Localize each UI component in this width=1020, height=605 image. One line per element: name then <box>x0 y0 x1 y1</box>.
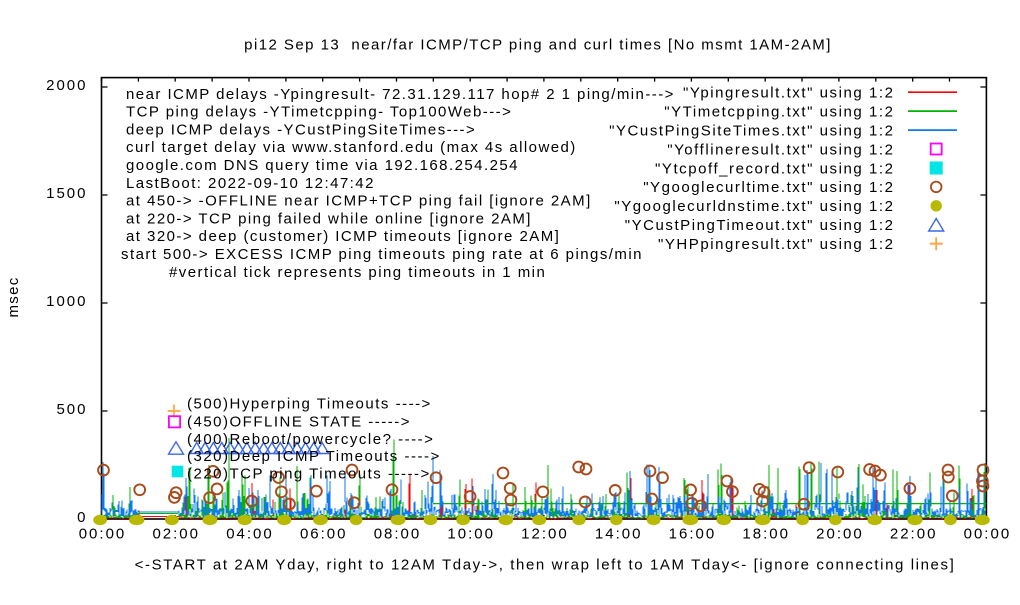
svg-text:near ICMP delays -Ypingresult-: near ICMP delays -Ypingresult- 72.31.129… <box>126 86 675 103</box>
svg-text:1000: 1000 <box>46 293 87 310</box>
svg-text:"YTimetcpping.txt" using 1:2: "YTimetcpping.txt" using 1:2 <box>664 103 894 120</box>
svg-text:at 220-> TCP ping failed while: at 220-> TCP ping failed while online [i… <box>126 210 532 227</box>
svg-text:TCP ping delays -YTimetcpping-: TCP ping delays -YTimetcpping- Top100Web… <box>126 104 512 121</box>
svg-text:12:00: 12:00 <box>521 525 569 542</box>
svg-text:at 320-> deep (customer) ICMP: at 320-> deep (customer) ICMP timeouts [… <box>126 228 560 245</box>
svg-text:0: 0 <box>77 509 87 526</box>
svg-text:"Ytcpoff_record.txt" using 1:2: "Ytcpoff_record.txt" using 1:2 <box>655 160 894 177</box>
svg-text:"YCustPingTimeout.txt" using 1: "YCustPingTimeout.txt" using 1:2 <box>625 217 895 234</box>
svg-text:msec: msec <box>5 276 22 317</box>
svg-text:2000: 2000 <box>46 77 87 94</box>
svg-text:14:00: 14:00 <box>595 525 643 542</box>
svg-text:(400)Reboot/powercycle? ---->: (400)Reboot/powercycle? ----> <box>187 431 434 448</box>
svg-text:start 500-> EXCESS ICMP ping t: start 500-> EXCESS ICMP ping timeouts pi… <box>121 246 643 263</box>
svg-text:"YCustPingSiteTimes.txt" using: "YCustPingSiteTimes.txt" using 1:2 <box>609 122 894 139</box>
svg-text:LastBoot: 2022-09-10 12:47:42: LastBoot: 2022-09-10 12:47:42 <box>126 175 375 192</box>
svg-text:02:00: 02:00 <box>152 525 200 542</box>
svg-text:google.com DNS query time via: google.com DNS query time via 192.168.25… <box>126 157 519 174</box>
svg-text:22:00: 22:00 <box>890 525 938 542</box>
svg-text:(220)TCP ping Timeouts ----->: (220)TCP ping Timeouts -----> <box>187 465 431 482</box>
svg-text:10:00: 10:00 <box>447 525 495 542</box>
svg-text:(450)OFFLINE STATE ----->: (450)OFFLINE STATE -----> <box>187 413 411 430</box>
svg-text:"Yofflineresult.txt" using 1:2: "Yofflineresult.txt" using 1:2 <box>667 141 894 158</box>
svg-text:<-START at 2AM Yday, right to: <-START at 2AM Yday, right to 12AM Tday-… <box>135 557 956 574</box>
svg-text:(320)Deep ICMP Timeouts ---->: (320)Deep ICMP Timeouts ----> <box>187 448 441 465</box>
svg-text:00:00: 00:00 <box>79 525 127 542</box>
svg-text:(500)Hyperping Timeouts ---->: (500)Hyperping Timeouts ----> <box>187 395 432 412</box>
svg-text:00:00: 00:00 <box>964 525 1012 542</box>
svg-text:20:00: 20:00 <box>816 525 864 542</box>
svg-text:pi12 Sep 13 near/far ICMP/TCP: pi12 Sep 13 near/far ICMP/TCP ping and c… <box>244 36 832 53</box>
svg-text:04:00: 04:00 <box>226 525 274 542</box>
svg-text:18:00: 18:00 <box>742 525 790 542</box>
svg-text:1500: 1500 <box>46 185 87 202</box>
svg-text:#vertical tick represents ping: #vertical tick represents ping timeouts … <box>169 264 546 281</box>
svg-text:"YHPpingresult.txt" using 1:2: "YHPpingresult.txt" using 1:2 <box>658 236 895 253</box>
svg-text:08:00: 08:00 <box>374 525 422 542</box>
svg-text:"Ygooglecurltime.txt" using 1:: "Ygooglecurltime.txt" using 1:2 <box>643 179 894 196</box>
svg-text:16:00: 16:00 <box>669 525 717 542</box>
svg-text:06:00: 06:00 <box>300 525 348 542</box>
svg-text:curl target delay via www.stan: curl target delay via www.stanford.edu (… <box>126 139 577 156</box>
svg-text:500: 500 <box>56 401 87 418</box>
svg-text:"Ygooglecurldnstime.txt" using: "Ygooglecurldnstime.txt" using 1:2 <box>614 198 894 215</box>
svg-text:at 450-> -OFFLINE near ICMP+TC: at 450-> -OFFLINE near ICMP+TCP ping fai… <box>126 193 592 210</box>
svg-text:"Ypingresult.txt" using 1:2: "Ypingresult.txt" using 1:2 <box>683 85 894 102</box>
svg-text:deep ICMP delays -YCustPingSit: deep ICMP delays -YCustPingSiteTimes---> <box>126 121 476 138</box>
